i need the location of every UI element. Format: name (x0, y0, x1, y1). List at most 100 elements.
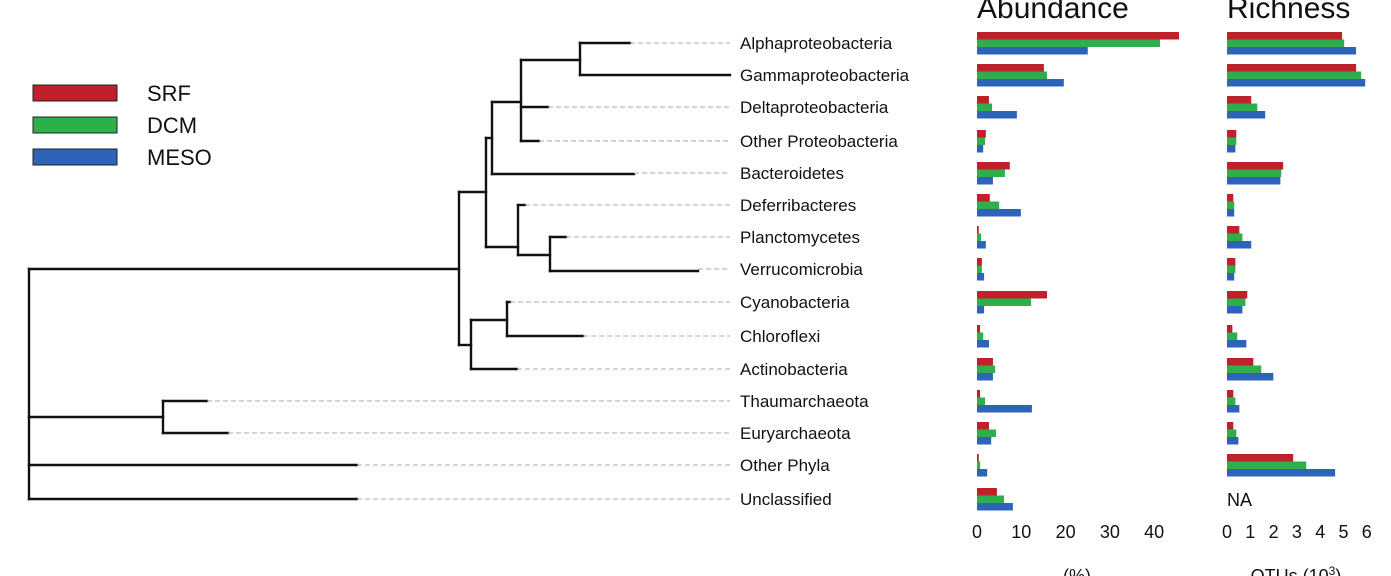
leaf-labels: Alphaproteobacteria Gammaproteobacteria De… (740, 34, 910, 509)
bar-srf (1227, 194, 1234, 202)
bar-srf (977, 32, 1180, 40)
bar-dcm (1227, 137, 1237, 145)
bar-srf (1227, 291, 1248, 299)
bar-dcm (1227, 265, 1236, 273)
leaf-label: Deltaproteobacteria (740, 98, 889, 117)
richness-xlabel: OTUs (103) (1251, 564, 1342, 576)
bar-dcm (1227, 461, 1307, 469)
x-tick-label: 10 (1011, 522, 1031, 542)
bar-dcm (1227, 233, 1243, 241)
x-tick-label: 1 (1245, 522, 1255, 542)
leaf-label: Planctomycetes (740, 228, 860, 247)
abundance-title: Abundance (977, 0, 1129, 25)
x-tick-label: 3 (1292, 522, 1302, 542)
legend-swatch (32, 116, 118, 134)
bar-dcm (1227, 169, 1282, 177)
leaf-label: Cyanobacteria (740, 293, 850, 312)
bar-meso (1227, 437, 1239, 445)
bar-srf (1227, 64, 1357, 72)
bar-srf (977, 488, 997, 496)
leaf-label: Chloroflexi (740, 327, 820, 346)
x-tick-label: 0 (1222, 522, 1232, 542)
bar-meso (977, 47, 1088, 55)
bar-meso (1227, 373, 1274, 381)
leaf-label: Other Proteobacteria (740, 132, 898, 151)
x-tick-label: 30 (1100, 522, 1120, 542)
bar-srf (977, 325, 981, 333)
bar-srf (1227, 454, 1294, 462)
leaf-label: Alphaproteobacteria (740, 34, 893, 53)
bar-meso (977, 273, 985, 281)
bar-srf (1227, 390, 1234, 398)
bar-meso (977, 405, 1032, 413)
leaf-label: Verrucomicrobia (740, 260, 863, 279)
richness-xlabel-sup: 3 (1329, 564, 1336, 576)
bar-srf (977, 291, 1047, 299)
bar-dcm (977, 495, 1005, 503)
bar-meso (1227, 469, 1336, 477)
bar-meso (977, 469, 988, 477)
bar-srf (1227, 258, 1236, 266)
bar-meso (1227, 177, 1281, 185)
legend-label: DCM (147, 113, 197, 138)
bar-srf (1227, 96, 1252, 104)
bar-srf (977, 64, 1044, 72)
bar-dcm (977, 265, 982, 273)
bar-meso (977, 503, 1013, 511)
leaf-label: Bacteroidetes (740, 164, 844, 183)
leaf-label: Other Phyla (740, 456, 830, 475)
bar-meso (1227, 79, 1366, 87)
bar-dcm (977, 233, 981, 241)
legend-swatch (32, 148, 118, 166)
bar-dcm (977, 39, 1160, 47)
leaf-label: Gammaproteobacteria (740, 66, 910, 85)
bar-dcm (1227, 365, 1262, 373)
bar-srf (1227, 422, 1234, 430)
bar-srf (977, 162, 1010, 170)
richness-na-label: NA (1227, 490, 1252, 510)
bar-dcm (977, 461, 981, 469)
bar-meso (977, 437, 992, 445)
bar-dcm (977, 103, 993, 111)
bar-meso (977, 373, 993, 381)
bar-dcm (977, 169, 1005, 177)
abundance-chart: Abundance (%) 0 10 20 30 40 (972, 0, 1180, 576)
bar-meso (977, 111, 1017, 119)
richness-title: Richness (1227, 0, 1350, 25)
bar-dcm (1227, 201, 1235, 209)
bar-meso (977, 145, 984, 153)
bar-srf (1227, 162, 1284, 170)
bar-dcm (1227, 298, 1246, 306)
bar-dcm (977, 137, 985, 145)
bar-dcm (977, 201, 1000, 209)
x-tick-label: 2 (1269, 522, 1279, 542)
bar-meso (1227, 47, 1357, 55)
dendrogram (27, 41, 732, 501)
leaf-label: Deferribacteres (740, 196, 856, 215)
bar-srf (1227, 358, 1254, 366)
bar-srf (977, 390, 981, 398)
legend-label: MESO (147, 145, 212, 170)
x-tick-label: 5 (1338, 522, 1348, 542)
leaf-label: Unclassified (740, 490, 832, 509)
bar-meso (977, 177, 993, 185)
x-tick-label: 4 (1315, 522, 1325, 542)
bar-dcm (1227, 397, 1236, 405)
legend: SRF DCM MESO (32, 81, 212, 170)
leaf-label: Euryarchaeota (740, 424, 851, 443)
leaf-label: Thaumarchaeota (740, 392, 869, 411)
bar-srf (977, 258, 982, 266)
bar-dcm (977, 71, 1047, 79)
bar-meso (1227, 405, 1240, 413)
bar-meso (1227, 273, 1235, 281)
bar-meso (1227, 340, 1247, 348)
leaf-label: Actinobacteria (740, 360, 848, 379)
bar-dcm (977, 397, 985, 405)
bar-meso (1227, 306, 1243, 314)
bar-dcm (977, 332, 984, 340)
legend-label: SRF (147, 81, 191, 106)
bar-meso (977, 306, 985, 314)
x-tick-label: 0 (972, 522, 982, 542)
